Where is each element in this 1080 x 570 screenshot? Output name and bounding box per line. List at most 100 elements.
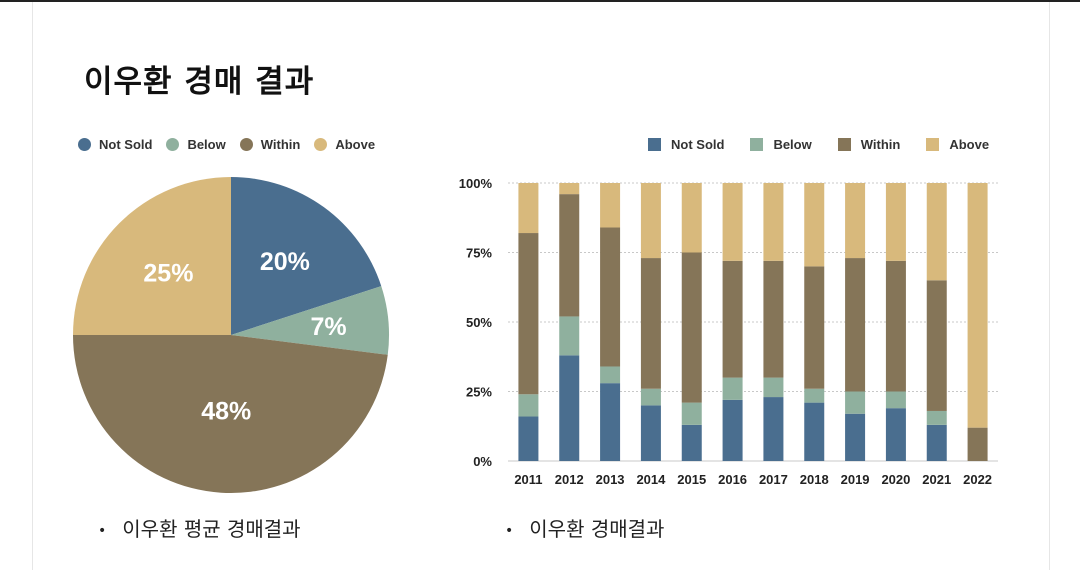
bar-segment-below: [763, 377, 784, 398]
bar-segment-above: [681, 183, 702, 253]
legend-item-below: Below: [750, 137, 812, 152]
bar-segment-above: [640, 183, 661, 259]
pie-slice-within: [73, 335, 388, 494]
bar-segment-above: [885, 183, 906, 261]
x-tick-label: 2017: [759, 472, 788, 487]
bar-segment-within: [845, 258, 866, 392]
legend-label: Below: [187, 137, 226, 152]
bar-segment-below: [518, 394, 539, 417]
pie-slice-not-sold: [231, 177, 382, 335]
bar-segment-below: [681, 402, 702, 425]
legend-swatch: [314, 138, 328, 151]
legend-swatch: [78, 138, 91, 151]
legend-label: Below: [773, 137, 812, 152]
bar-segment-not-sold: [640, 405, 661, 461]
legend-label: Above: [335, 137, 376, 152]
stacked-bar-chart: 0% 25% 50% 75% 100% 2011 2012 2013 2014 2015 2016 2…: [459, 176, 998, 487]
x-tick-label: 2019: [841, 472, 870, 487]
bar-segment-above: [804, 183, 825, 267]
legend-item-not-sold: Not Sold: [648, 137, 724, 152]
bar-segment-not-sold: [600, 383, 621, 461]
bar-segment-within: [804, 266, 825, 389]
bar-segment-not-sold: [885, 408, 906, 461]
bar-segment-not-sold: [804, 402, 825, 461]
pie-legend: Not Sold Below Within Above: [78, 137, 389, 152]
bar-segment-within: [681, 252, 702, 403]
bar-segment-within: [640, 258, 661, 389]
legend-label: Above: [949, 137, 990, 152]
bar-segment-below: [926, 410, 947, 425]
bar-segment-within: [559, 194, 580, 317]
pie-caption: • 이우환 평균 경매결과: [98, 513, 301, 542]
bar-segment-below: [722, 377, 743, 400]
x-tick-label: 2018: [800, 472, 829, 487]
bar-caption-text: 이우환 경매결과: [529, 517, 665, 541]
legend-swatch: [239, 138, 253, 151]
y-tick-label: 25%: [466, 385, 492, 400]
legend-swatch: [837, 138, 851, 151]
x-tick-label: 2016: [718, 472, 747, 487]
top-border: [0, 0, 1080, 2]
x-tick-label: 2012: [555, 472, 584, 487]
bar-segment-within: [967, 427, 988, 461]
bar-legend: Not Sold Below Within Above: [648, 137, 1003, 152]
bar-segment-above: [518, 183, 539, 234]
y-tick-label: 100%: [459, 176, 493, 191]
legend-swatch: [166, 138, 180, 151]
legend-swatch: [648, 138, 661, 151]
bar-segment-below: [600, 366, 621, 384]
page-title: 이우환 경매 결과: [84, 64, 315, 100]
bar-segment-below: [804, 388, 825, 403]
pie-chart: 20% 7% 48% 25%: [73, 177, 389, 494]
legend-label: Within: [260, 137, 301, 152]
legend-item-above: Above: [926, 137, 989, 152]
bar-segment-within: [926, 280, 947, 411]
bar-segment-not-sold: [763, 397, 784, 461]
pie-slice-label: 7%: [310, 313, 346, 341]
legend-item-above: Above: [314, 137, 375, 152]
legend-item-not-sold: Not Sold: [78, 137, 152, 152]
bar-segment-not-sold: [559, 355, 580, 461]
bar-segment-below: [845, 391, 866, 414]
bar-segment-within: [600, 227, 621, 367]
pie-slice-above: [73, 177, 231, 335]
bar-segment-within: [885, 260, 906, 392]
bar-segment-not-sold: [681, 424, 702, 461]
pie-slice-label: 20%: [260, 248, 310, 276]
legend-item-within: Within: [837, 137, 901, 152]
bar-segment-below: [640, 388, 661, 406]
bar-segment-not-sold: [926, 424, 947, 461]
bar-segment-below: [559, 316, 580, 356]
bar-segment-above: [763, 183, 784, 261]
pie-slice-label: 48%: [201, 398, 251, 426]
bar-segment-within: [763, 260, 784, 378]
y-tick-label: 50%: [466, 315, 492, 330]
x-tick-label: 2014: [636, 472, 666, 487]
x-tick-label: 2011: [514, 472, 542, 487]
bullet: •: [98, 522, 107, 539]
legend-item-within: Within: [239, 137, 301, 152]
bar-segment-not-sold: [845, 413, 866, 461]
bar-segment-above: [600, 183, 621, 228]
x-tick-label: 2021: [922, 472, 951, 487]
bar-segment-above: [722, 183, 743, 261]
bar-segment-above: [845, 183, 866, 259]
bar-segment-within: [518, 233, 539, 395]
y-tick-label: 0%: [473, 454, 492, 469]
legend-label: Within: [860, 137, 901, 152]
bar-segment-below: [885, 391, 906, 409]
legend-swatch: [750, 138, 764, 151]
x-tick-label: 2020: [881, 472, 910, 487]
bar-segment-above: [559, 183, 580, 195]
legend-item-below: Below: [166, 137, 226, 152]
x-tick-label: 2013: [596, 472, 625, 487]
legend-label: Not Sold: [671, 137, 725, 152]
bar-caption: • 이우환 경매결과: [505, 513, 664, 542]
y-tick-label: 75%: [466, 246, 492, 261]
legend-label: Not Sold: [99, 137, 153, 152]
x-tick-label: 2022: [963, 472, 992, 487]
bar-segment-not-sold: [518, 416, 539, 461]
pie-slice-label: 25%: [143, 259, 193, 287]
bar-segment-within: [722, 260, 743, 378]
pie-caption-text: 이우환 평균 경매결과: [122, 517, 301, 541]
